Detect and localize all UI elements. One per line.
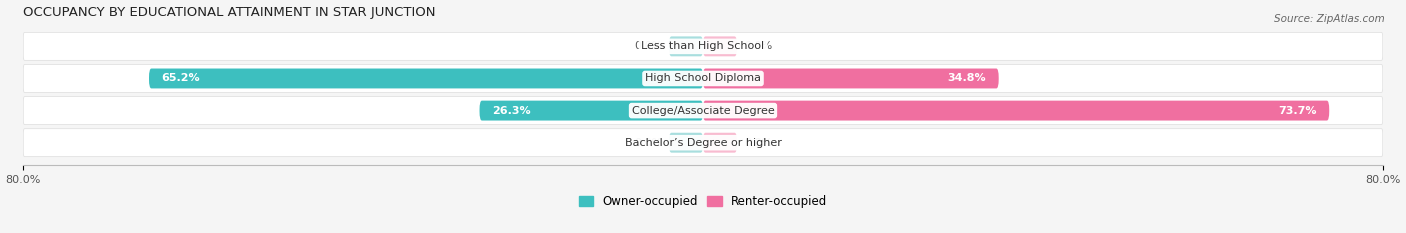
Text: OCCUPANCY BY EDUCATIONAL ATTAINMENT IN STAR JUNCTION: OCCUPANCY BY EDUCATIONAL ATTAINMENT IN S… — [24, 6, 436, 19]
Text: 26.3%: 26.3% — [492, 106, 531, 116]
Text: 34.8%: 34.8% — [948, 73, 986, 83]
FancyBboxPatch shape — [703, 69, 998, 89]
Legend: Owner-occupied, Renter-occupied: Owner-occupied, Renter-occupied — [574, 191, 832, 213]
FancyBboxPatch shape — [479, 101, 703, 120]
FancyBboxPatch shape — [24, 97, 1382, 125]
Text: Less than High School: Less than High School — [641, 41, 765, 51]
FancyBboxPatch shape — [24, 129, 1382, 157]
Text: Source: ZipAtlas.com: Source: ZipAtlas.com — [1274, 14, 1385, 24]
FancyBboxPatch shape — [669, 36, 703, 56]
Text: 0.0%: 0.0% — [744, 41, 772, 51]
Text: 0.0%: 0.0% — [744, 138, 772, 148]
FancyBboxPatch shape — [149, 69, 703, 89]
Text: College/Associate Degree: College/Associate Degree — [631, 106, 775, 116]
Text: High School Diploma: High School Diploma — [645, 73, 761, 83]
FancyBboxPatch shape — [703, 133, 737, 153]
FancyBboxPatch shape — [703, 36, 737, 56]
Text: Bachelor’s Degree or higher: Bachelor’s Degree or higher — [624, 138, 782, 148]
Text: 65.2%: 65.2% — [162, 73, 201, 83]
FancyBboxPatch shape — [669, 133, 703, 153]
Text: 0.0%: 0.0% — [634, 138, 662, 148]
Text: 0.0%: 0.0% — [634, 41, 662, 51]
FancyBboxPatch shape — [703, 101, 1329, 120]
Text: 73.7%: 73.7% — [1278, 106, 1316, 116]
FancyBboxPatch shape — [24, 32, 1382, 60]
FancyBboxPatch shape — [24, 65, 1382, 93]
